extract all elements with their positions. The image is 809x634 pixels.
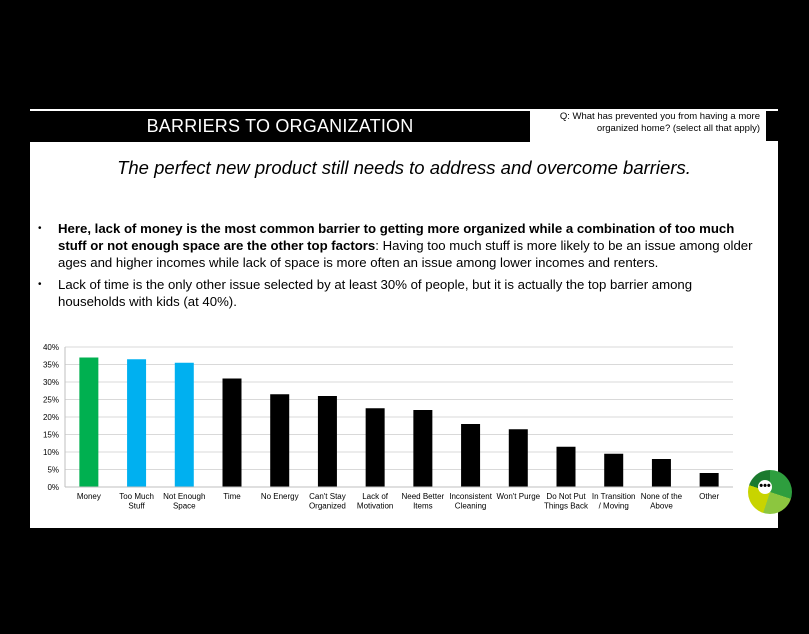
- y-tick-label: 20%: [43, 413, 59, 422]
- bullet-dot: •: [38, 223, 42, 234]
- y-tick-label: 0%: [47, 483, 59, 492]
- bar-inconsistent-cleaning: [461, 424, 481, 487]
- bar-need-better-items: [413, 410, 433, 487]
- bullet-item: • Here, lack of money is the most common…: [38, 220, 763, 271]
- bar-no-energy: [270, 394, 290, 487]
- x-tick-label: Organized: [309, 502, 346, 511]
- x-tick-label: Things Back: [544, 502, 589, 511]
- x-tick-label: In Transition: [592, 492, 636, 501]
- bar-won-t-purge: [508, 429, 528, 487]
- x-tick-label: Too Much: [119, 492, 154, 501]
- bar-too-much-stuff: [127, 359, 147, 487]
- x-tick-label: Money: [77, 492, 101, 501]
- y-tick-label: 5%: [47, 466, 59, 475]
- bullet-dot: •: [38, 279, 42, 290]
- x-tick-label: / Moving: [599, 502, 629, 511]
- y-tick-label: 25%: [43, 396, 59, 405]
- bullet-text: Lack of time is the only other issue sel…: [58, 276, 763, 310]
- y-tick-label: 40%: [43, 343, 59, 352]
- x-tick-label: Space: [173, 502, 196, 511]
- x-tick-label: Motivation: [357, 502, 393, 511]
- x-tick-label: Won't Purge: [496, 492, 540, 501]
- x-tick-label: Lack of: [362, 492, 389, 501]
- survey-question: Q: What has prevented you from having a …: [559, 111, 760, 134]
- x-tick-label: Items: [413, 502, 433, 511]
- slide-subtitle: The perfect new product still needs to a…: [117, 157, 691, 178]
- top-rule: [30, 106, 778, 109]
- x-tick-label: Above: [650, 502, 673, 511]
- x-tick-label: Do Not Put: [546, 492, 586, 501]
- more-icon[interactable]: •••: [758, 480, 772, 494]
- x-tick-label: Cleaning: [455, 502, 487, 511]
- bar-not-enough-space: [174, 362, 194, 487]
- x-tick-label: Need Better: [402, 492, 445, 501]
- bullet-body: : Having too much stuff is more likely t…: [58, 238, 753, 270]
- x-tick-label: No Energy: [261, 492, 299, 501]
- bar-lack-of-motivation: [365, 408, 385, 487]
- y-tick-label: 15%: [43, 431, 59, 440]
- bullet-bold: Here, lack of money is the most common b…: [58, 221, 735, 253]
- y-tick-label: 10%: [43, 448, 59, 457]
- bar-other: [699, 473, 719, 487]
- y-tick-label: 35%: [43, 361, 59, 370]
- question-tab: [766, 111, 778, 141]
- bar-do-not-put-things-back: [556, 446, 576, 487]
- bar-money: [79, 357, 99, 487]
- bar-none-of-the-above: [651, 459, 671, 487]
- bullet-body: Lack of time is the only other issue sel…: [58, 277, 693, 309]
- x-tick-label: Other: [699, 492, 719, 501]
- bullet-list: • Here, lack of money is the most common…: [38, 220, 763, 315]
- bar-can-t-stay-organized: [317, 396, 337, 487]
- bullet-text: Here, lack of money is the most common b…: [58, 220, 763, 271]
- barriers-bar-chart: 0% 5% 10% 15% 20% 25% 30% 35% 40% Money Too MuchSt…: [43, 343, 733, 511]
- y-tick-label: 30%: [43, 378, 59, 387]
- x-tick-label: None of the: [641, 492, 683, 501]
- page-title: BARRIERS TO ORGANIZATION: [30, 111, 530, 142]
- x-tick-label: Time: [223, 492, 241, 501]
- x-tick-label: Not Enough: [163, 492, 205, 501]
- progress-wheel-badge[interactable]: •••: [748, 470, 792, 514]
- bar-in-transition-moving: [604, 453, 624, 487]
- x-tick-label: Stuff: [128, 502, 145, 511]
- bar-time: [222, 378, 242, 487]
- x-tick-label: Inconsistent: [449, 492, 492, 501]
- x-tick-label: Can't Stay: [309, 492, 346, 501]
- slide: BARRIERS TO ORGANIZATION Q: What has pre…: [30, 106, 792, 528]
- bullet-item: • Lack of time is the only other issue s…: [38, 276, 763, 310]
